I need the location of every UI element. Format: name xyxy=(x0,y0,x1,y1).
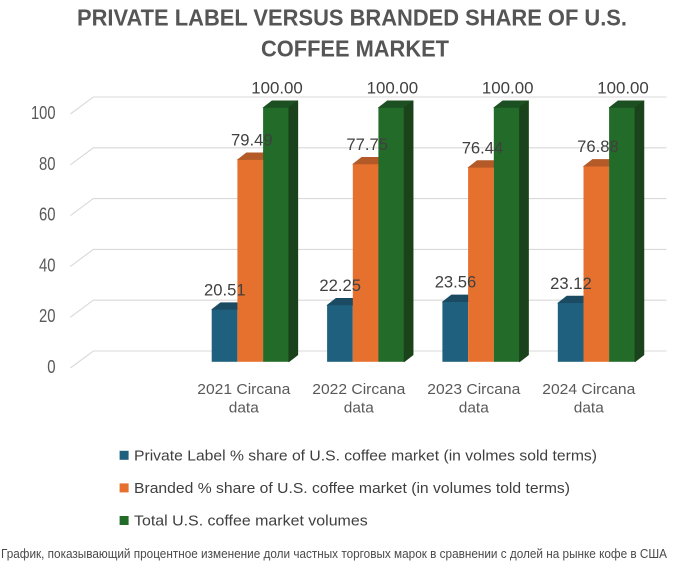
svg-text:2024 Circana: 2024 Circana xyxy=(542,381,636,398)
svg-text:22.25: 22.25 xyxy=(319,276,361,295)
svg-text:data: data xyxy=(574,399,605,416)
svg-text:100.00: 100.00 xyxy=(597,79,649,98)
svg-text:80: 80 xyxy=(39,154,56,174)
svg-text:100.00: 100.00 xyxy=(482,79,534,98)
svg-text:Branded % share of U.S. coffee: Branded % share of U.S. coffee market (i… xyxy=(134,481,570,497)
svg-text:77.75: 77.75 xyxy=(346,135,388,154)
svg-text:100.00: 100.00 xyxy=(251,79,303,98)
svg-text:2022 Circana: 2022 Circana xyxy=(312,381,406,398)
svg-text:2021 Circana: 2021 Circana xyxy=(197,381,291,398)
svg-text:40: 40 xyxy=(39,255,56,275)
svg-text:2023 Circana: 2023 Circana xyxy=(427,381,521,398)
svg-text:100.00: 100.00 xyxy=(367,79,419,98)
svg-text:60: 60 xyxy=(39,205,56,225)
svg-text:23.12: 23.12 xyxy=(550,274,592,293)
svg-text:0: 0 xyxy=(47,357,55,377)
svg-text:76.44: 76.44 xyxy=(462,138,504,157)
svg-text:Total U.S. coffee market volum: Total U.S. coffee market volumes xyxy=(134,514,368,530)
svg-text:COFFEE MARKET: COFFEE MARKET xyxy=(261,36,449,62)
svg-text:79.49: 79.49 xyxy=(231,131,273,150)
svg-text:76.88: 76.88 xyxy=(577,137,619,156)
svg-text:PRIVATE LABEL VERSUS BRANDED S: PRIVATE LABEL VERSUS BRANDED SHARE OF U.… xyxy=(77,5,627,31)
svg-text:Private Label % share of U.S.: Private Label % share of U.S. coffee mar… xyxy=(134,448,597,464)
svg-text:20.51: 20.51 xyxy=(204,280,246,299)
svg-text:data: data xyxy=(459,399,490,416)
svg-text:data: data xyxy=(344,399,375,416)
svg-text:График, показывающий процентно: График, показывающий процентное изменени… xyxy=(1,546,667,561)
svg-text:100: 100 xyxy=(31,103,56,123)
svg-text:20: 20 xyxy=(39,306,56,326)
svg-text:data: data xyxy=(229,399,260,416)
svg-text:23.56: 23.56 xyxy=(435,273,477,292)
